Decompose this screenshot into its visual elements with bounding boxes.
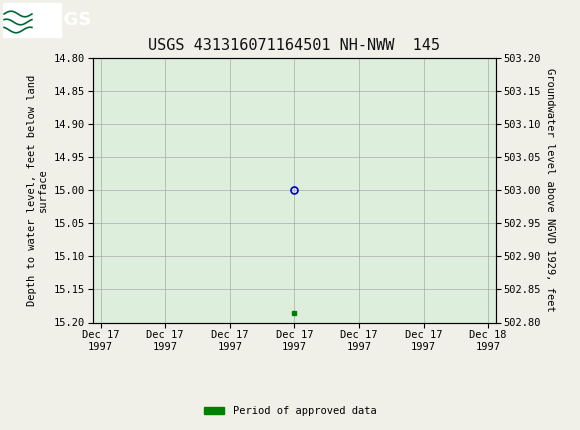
Y-axis label: Groundwater level above NGVD 1929, feet: Groundwater level above NGVD 1929, feet bbox=[545, 68, 555, 312]
Title: USGS 431316071164501 NH-NWW  145: USGS 431316071164501 NH-NWW 145 bbox=[148, 38, 440, 53]
Y-axis label: Depth to water level, feet below land
surface: Depth to water level, feet below land su… bbox=[27, 75, 48, 306]
Bar bbox=[3, 3, 61, 37]
Legend: Period of approved data: Period of approved data bbox=[200, 402, 380, 421]
Text: USGS: USGS bbox=[36, 11, 91, 29]
